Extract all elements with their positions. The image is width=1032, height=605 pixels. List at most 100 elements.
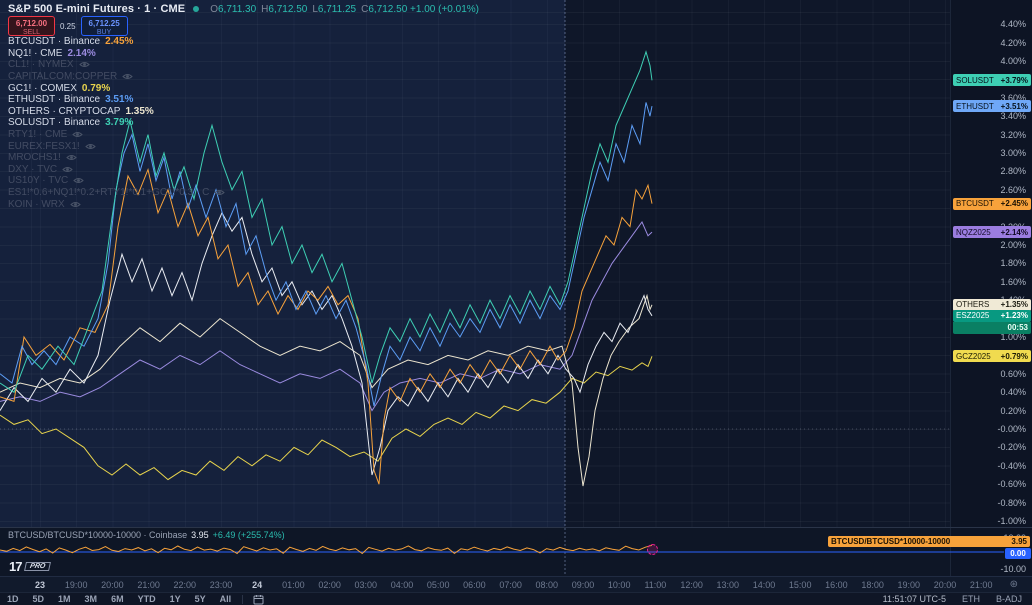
legend-row-6[interactable]: ETHUSDT · Binance 3.51% — [8, 94, 225, 106]
eye-hidden-icon[interactable] — [78, 60, 90, 69]
countdown-timer: 00:53 — [953, 321, 1031, 334]
price-tag-btcusdt: BTCUSDT +2.45% — [953, 197, 1031, 210]
pane-separator[interactable] — [0, 527, 1032, 528]
indicator-tick: -10.00 — [1000, 564, 1026, 574]
legend-row-5[interactable]: GC1! · COMEX 0.79% — [8, 82, 225, 94]
time-tick: 11:00 — [644, 580, 667, 590]
sell-button[interactable]: 6,712.00 SELL — [8, 16, 55, 36]
bottom-toolbar: 1D 5D 1M 3M 6M YTD 1Y 5Y All 11:51:07 UTC-5 ETH … — [0, 592, 1032, 605]
range-button-1y[interactable]: 1Y — [169, 594, 181, 604]
legend-row-12[interactable]: DXY · TVC — [8, 164, 225, 176]
event-marker-icon[interactable] — [647, 544, 658, 555]
session-toggle[interactable]: ETH — [961, 594, 980, 604]
price-tick: 3.60% — [1000, 92, 1026, 103]
price-tick: 4.00% — [1000, 56, 1026, 66]
price-tick: -0.20% — [997, 442, 1026, 453]
legend-row-14[interactable]: ES1!*0.6+NQ1!*0.2+RTY1!*0.1+GC1!*0.3 · C — [8, 187, 226, 199]
legend-symbol-label: OTHERS · CRYPTOCAP — [8, 105, 121, 117]
legend-row-3[interactable]: CL1! · NYMEX — [8, 59, 225, 71]
eye-hidden-icon[interactable] — [69, 200, 81, 209]
pro-badge: PRO — [24, 562, 52, 571]
legend-symbol-label: NQ1! · CME — [8, 47, 63, 59]
tv-logo-icon: 17 — [9, 559, 23, 574]
symbol-title[interactable]: S&P 500 E-mini Futures · 1 · CME — [8, 3, 186, 15]
legend-symbol-label: BTCUSDT · Binance — [8, 36, 101, 48]
calendar-icon[interactable] — [253, 594, 264, 605]
time-tick: 21:00 — [969, 580, 993, 590]
time-tick: 05:00 — [426, 580, 450, 590]
range-button-3m[interactable]: 3M — [84, 594, 98, 604]
price-tick: 0.40% — [1000, 387, 1026, 398]
time-tick: 15:00 — [788, 580, 812, 590]
range-button-5y[interactable]: 5Y — [194, 594, 206, 604]
price-tick: -1.00% — [997, 516, 1026, 526]
time-tick: 20:00 — [101, 580, 124, 590]
change-value: +1.00 (+0.01%) — [410, 4, 479, 15]
price-axis[interactable] — [950, 0, 1032, 576]
tradingview-logo[interactable]: 17 PRO — [9, 559, 52, 574]
price-tick: -0.60% — [997, 479, 1026, 490]
time-tick: 24 — [252, 580, 263, 590]
eye-hidden-icon[interactable] — [73, 176, 84, 185]
legend-row-10[interactable]: EUREX:FESX1! — [8, 140, 225, 152]
legend-row-4[interactable]: CAPITALCOM:COPPER — [8, 71, 225, 83]
time-tick: 23 — [34, 580, 46, 590]
legend-symbol-label: ETHUSDT · Binance — [8, 94, 101, 106]
legend-row-11[interactable]: MROCHS1! — [8, 152, 225, 164]
range-button-1d[interactable]: 1D — [7, 594, 19, 604]
price-tick: 3.20% — [1000, 129, 1026, 140]
eye-hidden-icon[interactable] — [84, 142, 96, 151]
eye-hidden-icon[interactable] — [214, 188, 226, 197]
eye-hidden-icon[interactable] — [122, 72, 134, 81]
legend-row-8[interactable]: SOLUSDT · Binance 3.79% — [8, 117, 225, 129]
range-button-all[interactable]: All — [219, 594, 232, 604]
price-tick: 1.80% — [1000, 258, 1026, 269]
scale-settings-icon[interactable]: ⊛ — [1009, 579, 1018, 590]
time-tick: 23:00 — [209, 580, 233, 590]
eye-hidden-icon[interactable] — [66, 153, 77, 162]
legend-row-2[interactable]: NQ1! · CME 2.14% — [8, 48, 225, 60]
price-tick: 3.40% — [1000, 111, 1026, 122]
price-tag-nqz2025: NQZ2025 +2.14% — [953, 226, 1031, 239]
time-tick: 22:00 — [173, 580, 197, 590]
toolbar-divider — [242, 594, 244, 604]
legend-symbol-label: GC1! · COMEX — [8, 82, 77, 94]
range-button-ytd[interactable]: YTD — [137, 594, 156, 604]
price-tick: 3.00% — [1000, 148, 1026, 158]
legend-row-15[interactable]: KOIN · WRX — [8, 198, 225, 210]
range-button-1m[interactable]: 1M — [58, 594, 71, 604]
buy-button[interactable]: 6,712.25 BUY — [80, 16, 128, 36]
legend-symbol-label: CL1! · NYMEX — [8, 59, 74, 71]
price-tick: 4.20% — [1000, 37, 1026, 48]
legend-row-1[interactable]: BTCUSDT · Binance 2.45% — [8, 36, 225, 48]
adjustment-toggle[interactable]: B-ADJ — [995, 594, 1022, 604]
legend-symbol-label: DXY · TVC — [8, 163, 58, 175]
legend-row-13[interactable]: US10Y · TVC — [8, 175, 225, 187]
realtime-status-icon — [193, 6, 200, 12]
symbol-header[interactable]: S&P 500 E-mini Futures · 1 · CME O6,711.3… — [8, 3, 479, 15]
legend-change-value: 2.14% — [67, 47, 96, 59]
legend-row-7[interactable]: OTHERS · CRYPTOCAP 1.35% — [8, 106, 225, 118]
eye-hidden-icon[interactable] — [62, 165, 73, 174]
legend-row-9[interactable]: RTY1! · CME — [8, 129, 225, 141]
indicator-change: +6.49 (+255.74%) — [212, 530, 285, 540]
range-button-5d[interactable]: 5D — [32, 594, 45, 604]
ohlc-values: O6,711.30 H6,712.50 L6,711.25 C6,712.50 +1.… — [210, 4, 479, 15]
price-tick: 0.60% — [1000, 368, 1026, 379]
legend-symbol-label: CAPITALCOM:COPPER — [8, 71, 118, 83]
price-tick: 2.60% — [1000, 184, 1026, 195]
time-scale[interactable]: ⊛ 23 19:00 20:00 21:00 22:00 23:00 24 01:00 02:0… — [0, 576, 1032, 592]
legend-symbol-label: EUREX:FESX1! — [8, 140, 80, 152]
legend-symbol-label: US10Y · TVC — [8, 175, 69, 187]
eye-hidden-icon[interactable] — [72, 130, 84, 139]
range-button-6m[interactable]: 6M — [111, 594, 124, 604]
price-tick: -0.40% — [997, 460, 1026, 471]
price-tick: 4.40% — [1000, 19, 1026, 30]
indicator-value: 3.95 — [191, 530, 209, 540]
session-clock[interactable]: 11:51:07 UTC-5 — [882, 594, 946, 604]
time-tick: 10:00 — [607, 580, 631, 590]
legend-change-value: 0.79% — [81, 82, 111, 94]
time-tick: 01:00 — [282, 580, 305, 590]
indicator-pane-title[interactable]: BTCUSD/BTCUSD*10000-10000 · Coinbase 3.95… — [8, 530, 285, 540]
